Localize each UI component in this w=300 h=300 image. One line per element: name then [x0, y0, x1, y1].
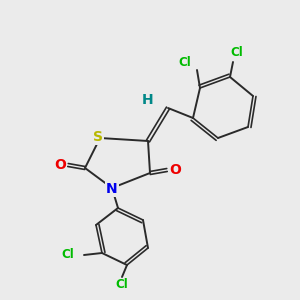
Text: S: S	[93, 130, 103, 144]
Text: O: O	[54, 158, 66, 172]
Text: N: N	[106, 182, 118, 196]
Text: O: O	[169, 163, 181, 177]
Text: H: H	[142, 93, 154, 107]
Text: Cl: Cl	[178, 56, 191, 68]
Text: Cl: Cl	[116, 278, 128, 292]
Text: Cl: Cl	[61, 248, 74, 262]
Text: Cl: Cl	[231, 46, 243, 59]
